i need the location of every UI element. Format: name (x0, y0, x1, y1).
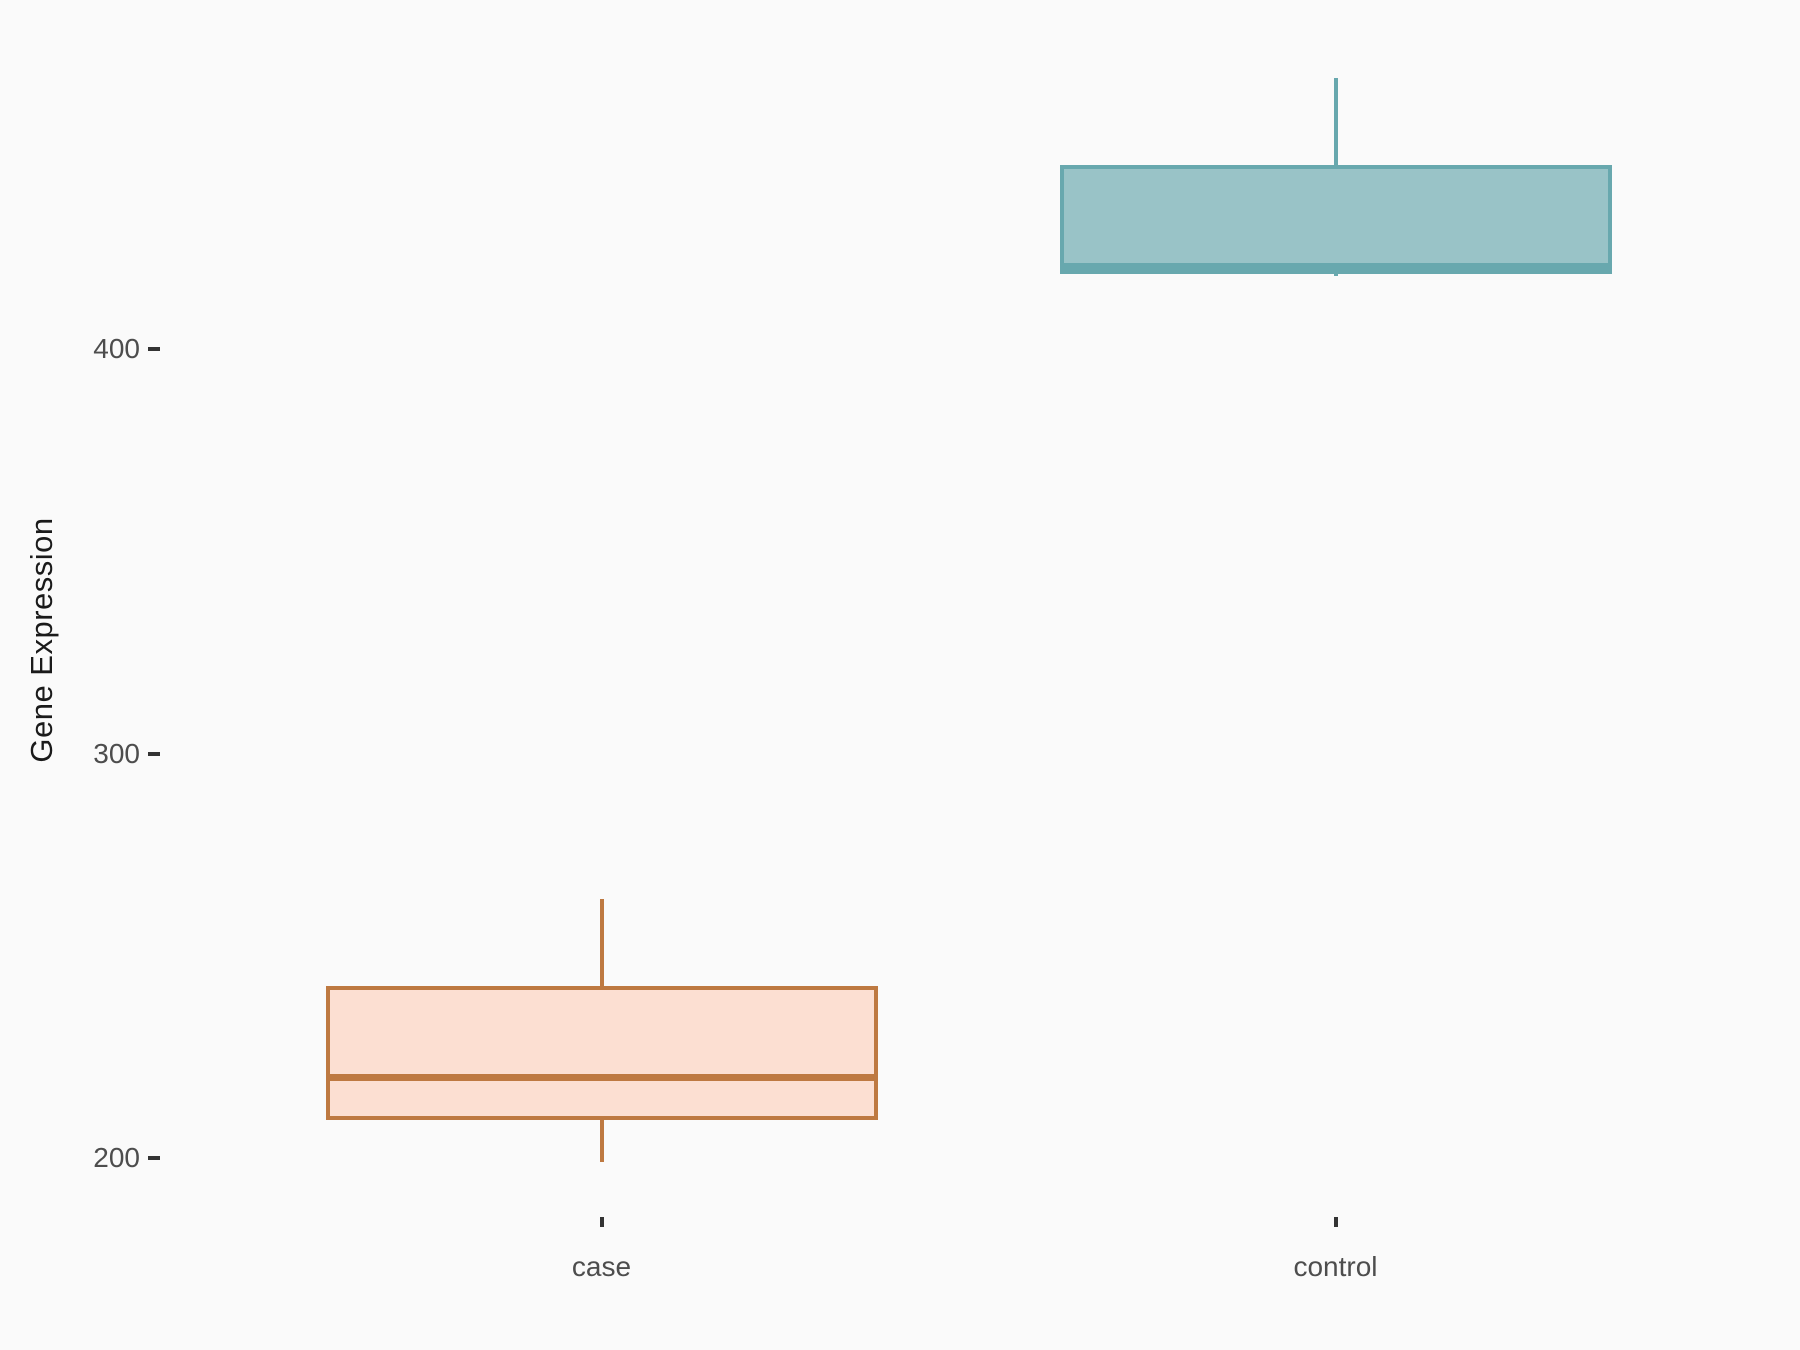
x-tick-label: control (1293, 1251, 1378, 1282)
whisker-lower-case (599, 1117, 604, 1163)
y-tick-label: 300 (93, 737, 140, 769)
whisker-upper-case (599, 899, 604, 989)
whisker-upper-control (1333, 77, 1338, 167)
y-tick-mark (148, 347, 160, 351)
whisker-lower-control (1333, 272, 1338, 277)
x-tick-mark (599, 1217, 604, 1227)
y-tick-label: 400 (93, 333, 140, 364)
box-control (1059, 164, 1612, 275)
y-axis-title: Gene Expression (24, 517, 59, 763)
median-case (325, 1073, 878, 1081)
x-tick-mark (1333, 1217, 1338, 1227)
x-tick-label: case (571, 1251, 632, 1282)
y-tick-mark (148, 751, 160, 756)
y-tick-label: 200 (93, 1142, 140, 1173)
median-control (1059, 262, 1612, 270)
box-case (325, 986, 878, 1120)
y-tick-mark (148, 1156, 160, 1160)
